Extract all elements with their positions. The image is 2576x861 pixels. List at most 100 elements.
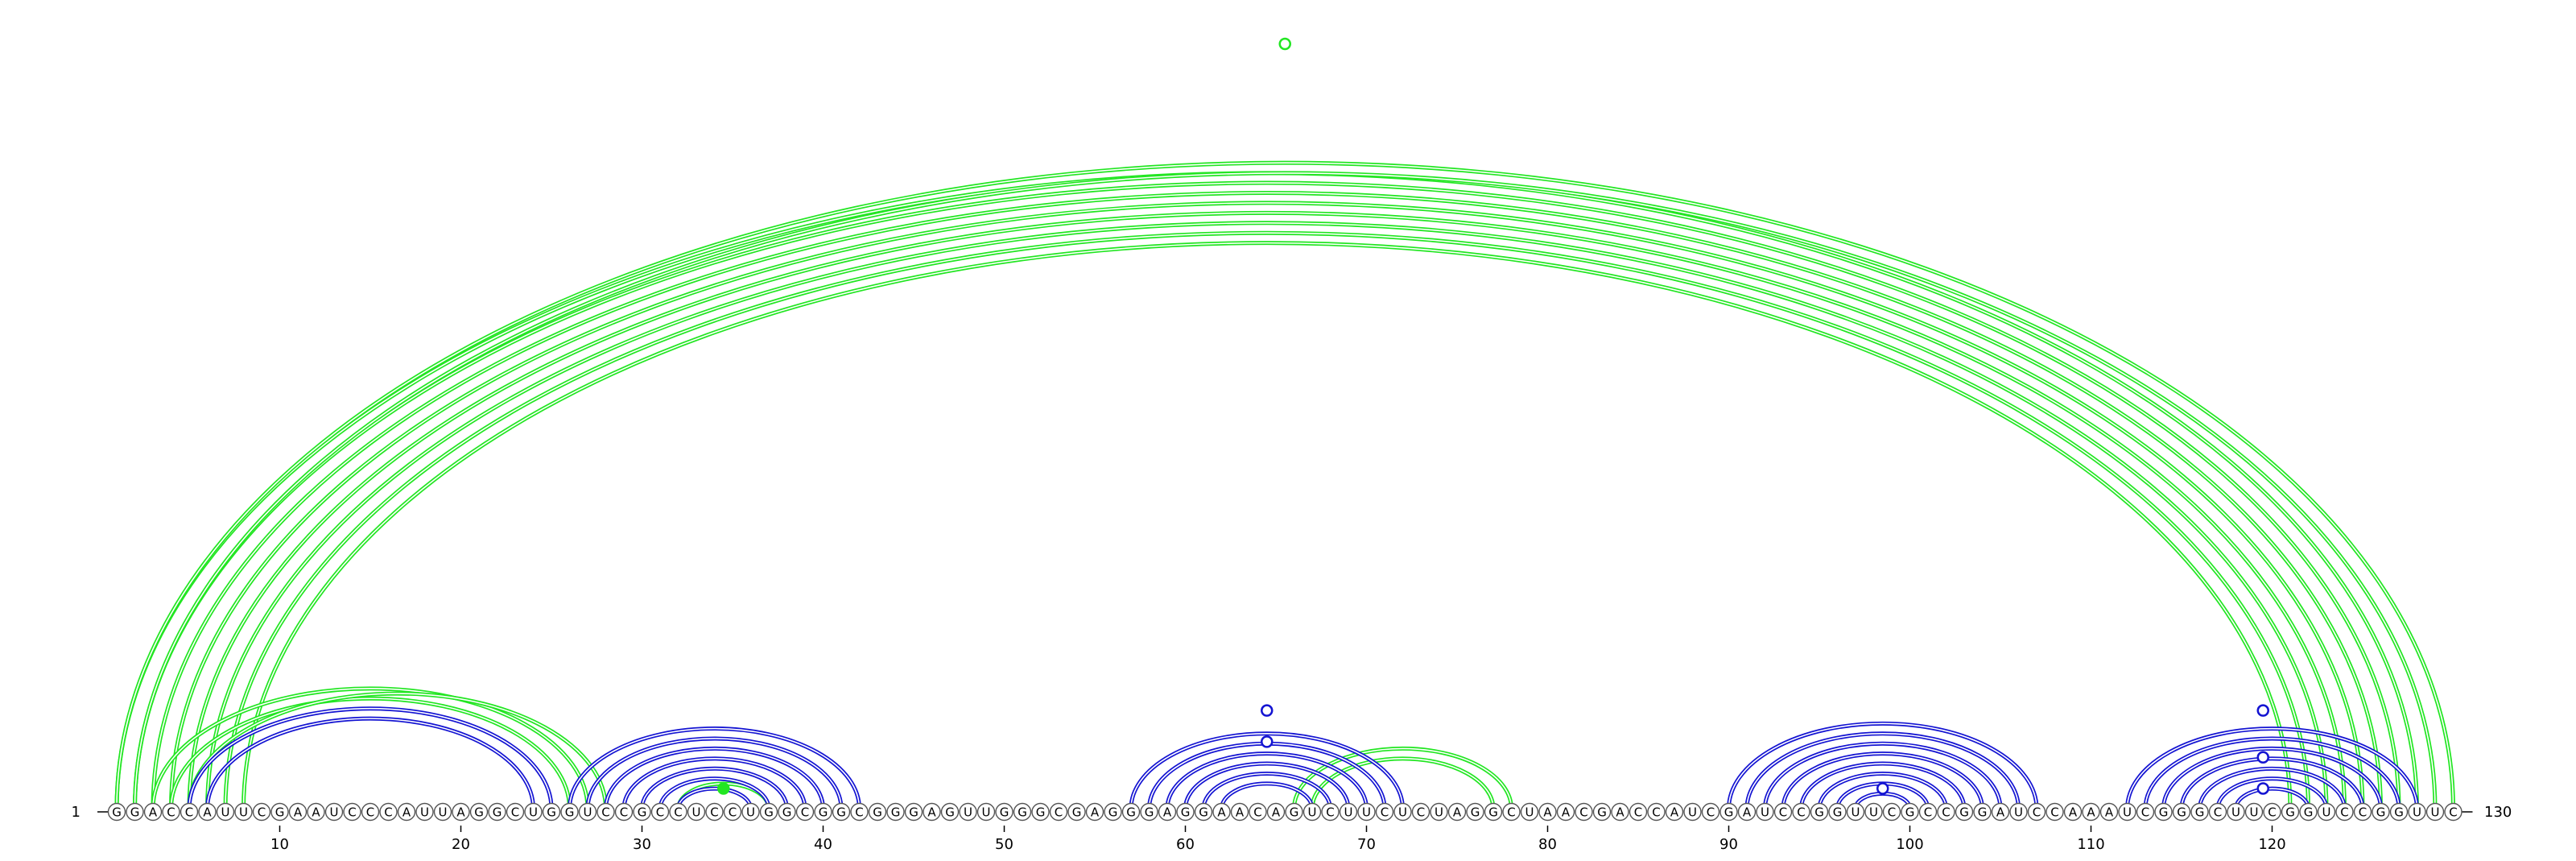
nucleotide-letter: C	[801, 805, 809, 820]
nucleotide-letter: U	[221, 805, 230, 820]
nucleotide-letter: G	[1126, 805, 1136, 820]
nucleotide-circle	[959, 802, 977, 822]
nucleotide-51: G	[1013, 802, 1032, 822]
nucleotide-letter: C	[674, 805, 682, 820]
nucleotide-circle	[741, 802, 760, 822]
nucleotide-71: C	[1375, 802, 1394, 822]
nucleotide-17: A	[397, 802, 416, 822]
arc-a-57-72-inner	[1130, 733, 1404, 809]
nucleotide-circle	[2009, 802, 2028, 822]
nucleotide-86: C	[1647, 802, 1666, 822]
nucleotide-letter: A	[1562, 805, 1571, 820]
nucleotide-9: C	[252, 802, 271, 822]
arc-markers	[717, 37, 2269, 795]
ruler-label-100: 100	[1896, 836, 1923, 853]
arc-b-4-125	[169, 201, 2365, 809]
nucleotide-letter: G	[638, 805, 647, 820]
nucleotide-circle	[2317, 802, 2336, 822]
nucleotide-letter: U	[1525, 805, 1534, 820]
nucleotide-letter: G	[547, 805, 556, 820]
nucleotide-76: G	[1466, 802, 1484, 822]
nucleotide-111: A	[2099, 802, 2119, 822]
nucleotide-circle	[1194, 802, 1213, 822]
nucleotide-circle	[1592, 802, 1612, 822]
nucleotide-letter: C	[384, 805, 392, 820]
nucleotide-circle	[1212, 802, 1231, 822]
nucleotide-53: C	[1049, 802, 1068, 822]
nucleotide-letter: C	[258, 805, 266, 820]
nucleotide-circle	[1447, 802, 1467, 822]
nucleotide-letter: U	[439, 805, 448, 820]
nucleotide-circle	[1031, 802, 1050, 822]
nucleotide-circle	[198, 802, 217, 822]
nucleotide-7: U	[216, 802, 235, 822]
arc-a-59-70-inner	[1166, 752, 1368, 809]
arc-a-91-106-inner	[1746, 733, 2020, 809]
arc-a-97-100	[1853, 791, 1912, 809]
nucleotide-114: G	[2154, 802, 2173, 822]
nucleotide-circle	[307, 802, 325, 822]
nucleotide-83: G	[1592, 802, 1612, 822]
arc-b-7-122-inner	[225, 232, 2310, 809]
arc-b-3-27-inner	[152, 688, 588, 809]
nucleotide-circle	[723, 802, 742, 822]
nucleotide-letter: A	[1670, 805, 1679, 820]
nucleotide-52: G	[1031, 802, 1050, 822]
nucleotide-73: C	[1411, 802, 1430, 822]
nucleotide-letter: C	[601, 805, 609, 820]
nucleotide-letter: G	[1814, 805, 1824, 820]
nucleotide-letter: U	[2413, 805, 2421, 820]
ruler-label-20: 20	[452, 836, 470, 853]
nucleotide-letter: G	[1833, 805, 1843, 820]
nucleotide-circle	[1701, 802, 1720, 822]
nucleotide-letter: G	[2376, 805, 2386, 820]
nucleotide-circle	[1937, 802, 1955, 822]
nucleotide-letter: C	[1707, 805, 1715, 820]
nucleotide-118: U	[2227, 802, 2245, 822]
arc-b-4-26-inner	[170, 697, 571, 809]
nucleotide-letter: U	[2250, 805, 2259, 820]
nucleotide-letter: A	[1996, 805, 2005, 820]
nucleotide-letter: G	[873, 805, 882, 820]
nucleotide-letter: A	[1616, 805, 1624, 820]
nucleotide-circle	[2353, 802, 2372, 822]
nucleotide-letter: C	[2340, 805, 2348, 820]
nucleotide-circle	[597, 802, 615, 822]
nucleotide-circle	[143, 802, 163, 822]
nucleotide-100: G	[1901, 802, 1919, 822]
nucleotide-2: G	[126, 802, 144, 822]
nucleotide-91: A	[1737, 802, 1757, 822]
nucleotide-circle	[1285, 802, 1303, 822]
nucleotide-33: U	[687, 802, 706, 822]
nucleotide-107: C	[2027, 802, 2046, 822]
nucleotide-26: G	[560, 802, 579, 822]
arc-marker-5	[1876, 782, 1889, 795]
arc-a-31-37-inner	[659, 777, 770, 809]
arc-a-118-122-inner	[2235, 788, 2310, 809]
nucleotide-circle	[1611, 802, 1629, 822]
nucleotide-circle	[633, 802, 651, 822]
nucleotide-letter: G	[2177, 805, 2186, 820]
nucleotide-112: U	[2118, 802, 2136, 822]
nucleotide-82: C	[1575, 802, 1593, 822]
nucleotide-letter: C	[1924, 805, 1932, 820]
nucleotide-22: G	[488, 802, 506, 822]
nucleotide-circle	[1266, 802, 1286, 822]
nucleotide-letter: C	[656, 805, 664, 820]
nucleotide-circle	[1864, 802, 1883, 822]
nucleotide-50: G	[995, 802, 1013, 822]
arc-a-114-126-inner	[2162, 747, 2382, 809]
arc-a-113-127-inner	[2145, 738, 2400, 809]
ruler-label-10: 10	[270, 836, 289, 853]
nucleotide-letter: G	[2195, 805, 2205, 820]
nucleotide-95: G	[1810, 802, 1829, 822]
nucleotide-circle	[705, 802, 724, 822]
nucleotide-letter: U	[529, 805, 538, 820]
nucleotide-28: C	[597, 802, 615, 822]
nucleotide-letter: A	[2105, 805, 2114, 820]
nucleotide-letter: U	[1344, 805, 1353, 820]
nucleotide-circle	[923, 802, 941, 822]
nucleotide-circle	[832, 802, 851, 822]
nucleotide-circle	[1719, 802, 1738, 822]
nucleotide-letter: A	[456, 805, 465, 820]
